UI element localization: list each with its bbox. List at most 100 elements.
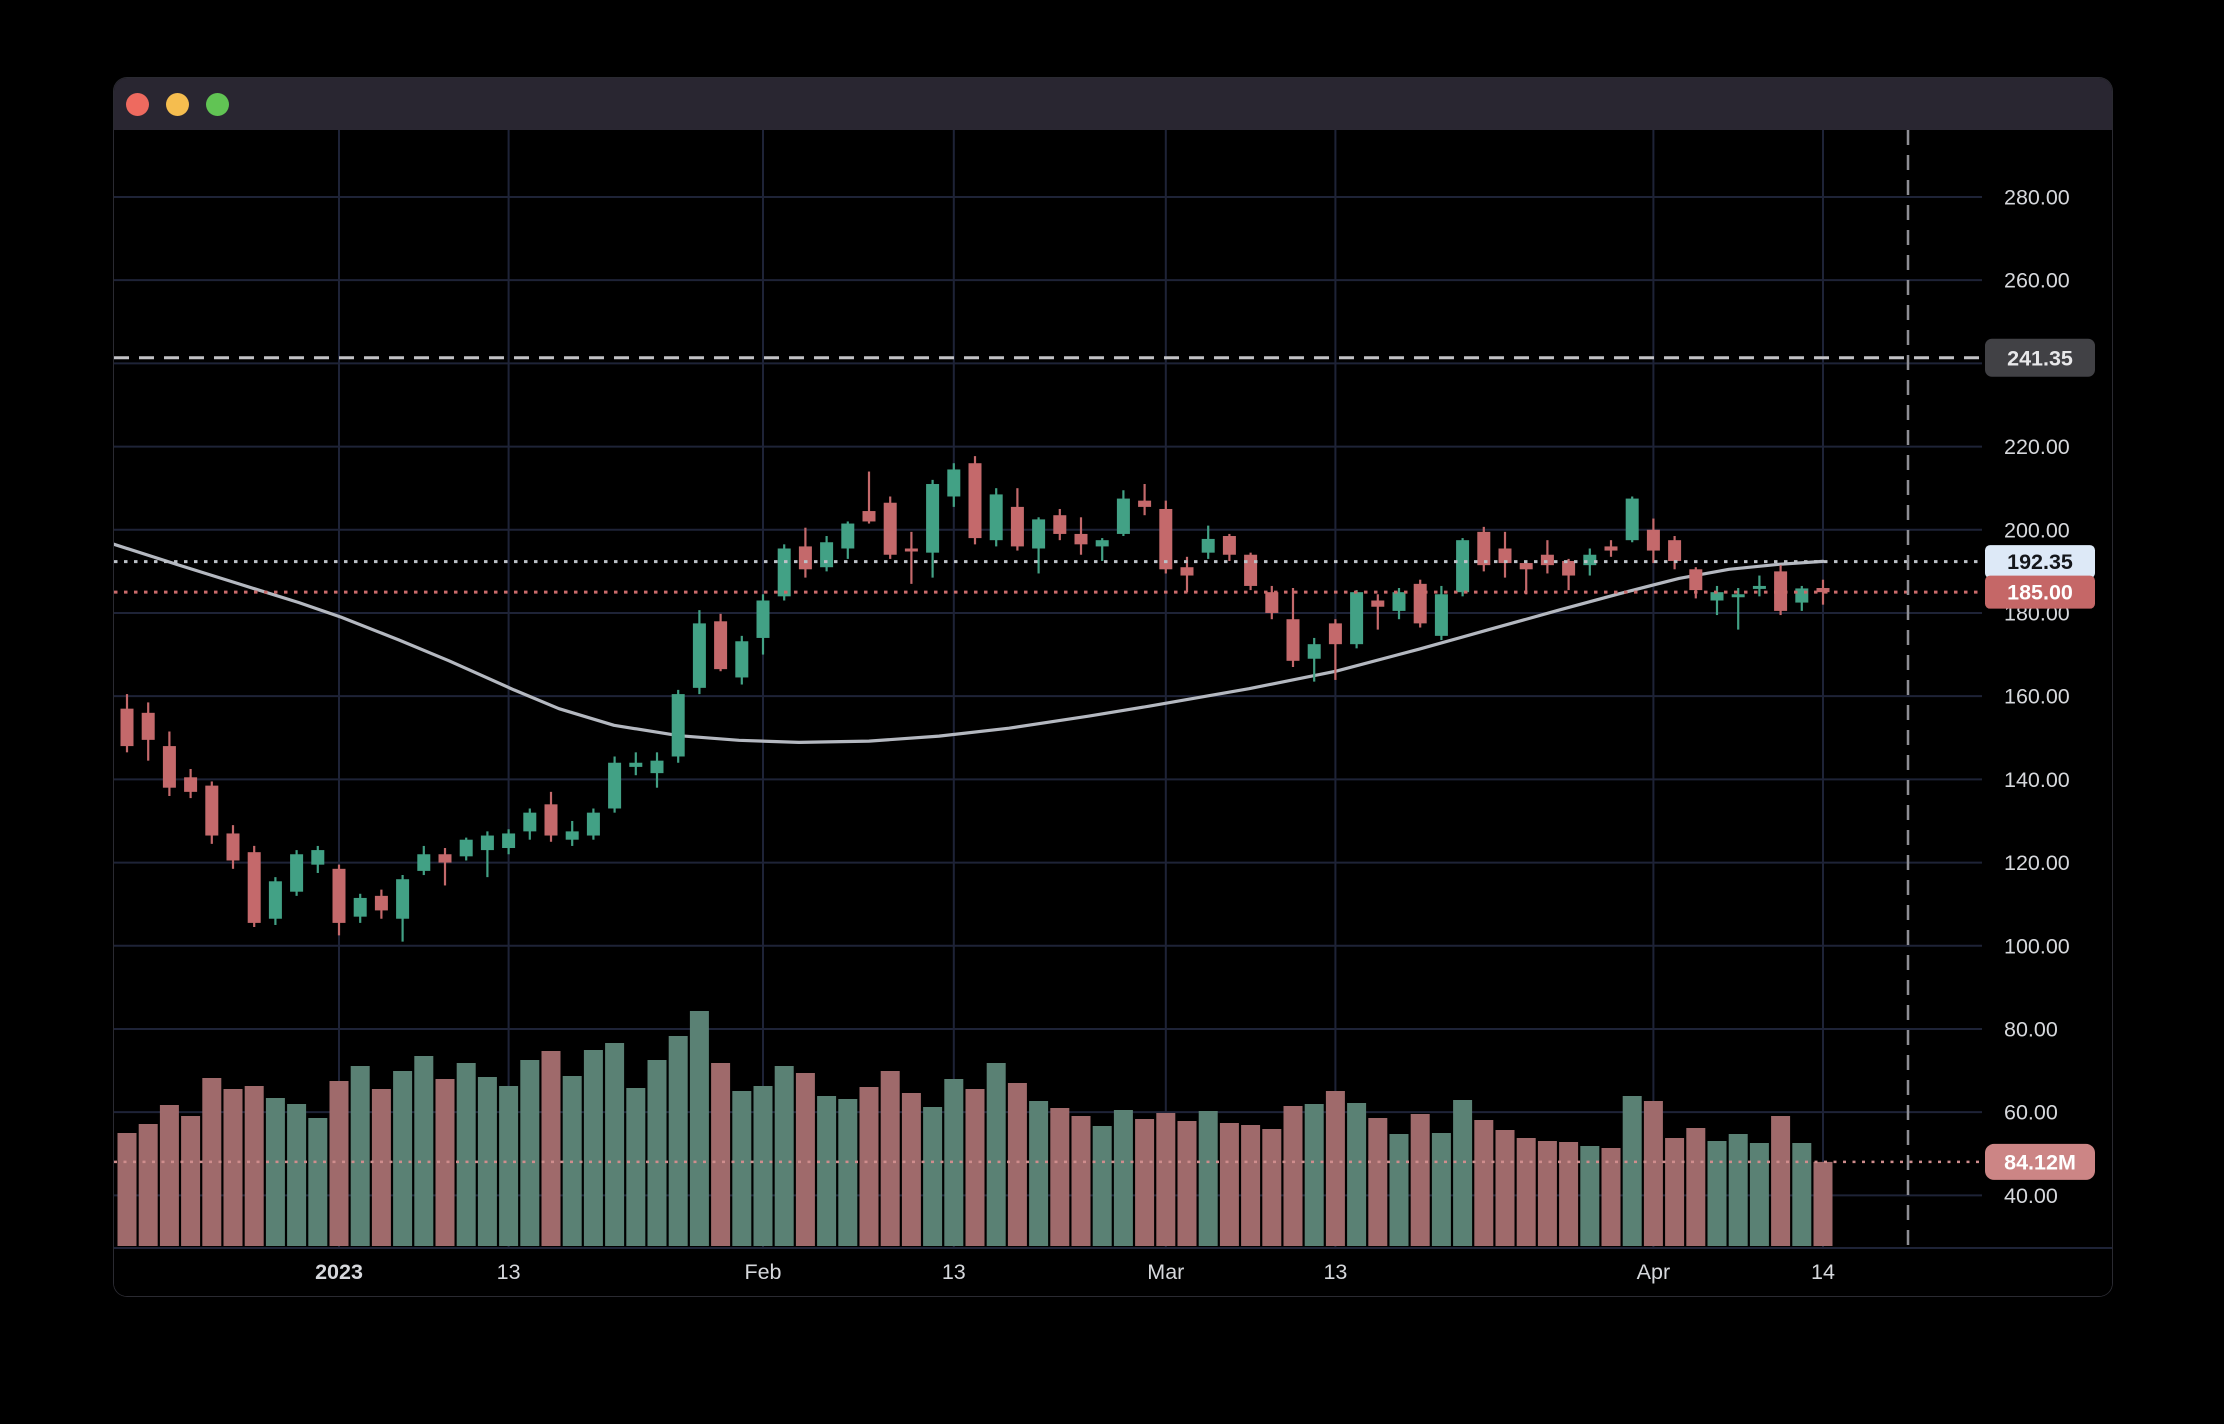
candle-body <box>1477 531 1491 566</box>
volume-bar <box>1474 1120 1494 1246</box>
volume-bar <box>965 1089 985 1246</box>
volume-bar <box>605 1043 625 1246</box>
volume-bar <box>223 1089 243 1246</box>
volume-bar <box>1050 1108 1070 1246</box>
candle-body <box>1307 644 1321 659</box>
candle-body <box>1434 594 1448 636</box>
candle-body <box>502 833 516 849</box>
volume-bar <box>880 1071 900 1246</box>
candle-body <box>1371 600 1385 607</box>
candle-body <box>374 895 388 911</box>
candle-body <box>883 502 897 555</box>
last-price-badge-text: 185.00 <box>2007 581 2073 605</box>
volume-bar <box>1135 1119 1155 1246</box>
traffic-lights <box>126 78 229 130</box>
candle-body <box>989 494 1003 541</box>
candle-body <box>544 804 558 836</box>
price-axis-label: 80.00 <box>2004 1017 2058 1041</box>
candle-body <box>141 712 155 740</box>
candle-body <box>1180 567 1194 576</box>
candle-body <box>1816 588 1830 593</box>
volume-bar <box>1643 1101 1663 1246</box>
candle-body <box>353 897 367 917</box>
volume-bar <box>287 1104 307 1246</box>
candlestick-chart[interactable]: 280.00260.00220.00200.00180.00160.00140.… <box>114 130 2112 1296</box>
volume-bar <box>1007 1083 1027 1246</box>
candle-body <box>1053 515 1067 534</box>
candle-body <box>1159 508 1173 570</box>
price-axis-label: 140.00 <box>2004 768 2070 792</box>
volume-bar <box>1389 1134 1409 1246</box>
volume-bar <box>1347 1103 1367 1246</box>
candle-body <box>1625 498 1639 541</box>
volume-bar <box>1283 1106 1303 1246</box>
volume-bar <box>1453 1100 1473 1246</box>
crosshair-badge <box>1985 545 2095 579</box>
volume-bar <box>1665 1138 1685 1246</box>
volume-bar <box>668 1036 688 1246</box>
candle-body <box>1774 571 1788 611</box>
candle-body <box>438 854 452 863</box>
candle-body <box>862 511 876 522</box>
candle-body <box>480 835 494 851</box>
price-axis-label: 160.00 <box>2004 685 2070 709</box>
candle-body <box>459 839 473 857</box>
price-axis-label: 200.00 <box>2004 518 2070 542</box>
volume-bar <box>986 1063 1006 1246</box>
candle-body <box>1095 540 1109 547</box>
candle-body <box>1286 619 1300 661</box>
candle-body <box>756 600 770 638</box>
volume-bar <box>1580 1146 1600 1246</box>
volume-bar <box>1601 1148 1621 1246</box>
volume-bar <box>838 1099 858 1246</box>
chart-window: 280.00 260.00 220.00 200.00 180.00 160.00 140.… <box>114 78 2112 1296</box>
candle-body <box>1328 623 1342 645</box>
price-axis-label: 40.00 <box>2004 1184 2058 1208</box>
volume-bar <box>944 1079 964 1246</box>
price-axis-label: 260.00 <box>2004 269 2070 293</box>
window-titlebar[interactable] <box>114 78 2112 130</box>
candle-body <box>1032 519 1046 549</box>
close-button[interactable] <box>126 92 149 116</box>
minimize-button[interactable] <box>166 92 189 116</box>
volume-bar <box>923 1107 943 1246</box>
volume-bar <box>541 1051 561 1246</box>
candle-body <box>841 523 855 549</box>
volume-bar <box>138 1124 158 1246</box>
candle-body <box>968 463 982 539</box>
candle-body <box>1795 588 1809 603</box>
level-badge <box>1985 338 2095 377</box>
candle-body <box>332 868 346 923</box>
candle-body <box>1010 506 1024 547</box>
volume-bar <box>1707 1141 1727 1246</box>
volume-bar <box>1262 1129 1282 1246</box>
volume-bar <box>181 1116 201 1246</box>
volume-bar <box>774 1066 794 1246</box>
candle-body <box>1752 585 1766 589</box>
candle-body <box>565 831 579 840</box>
candle-body <box>120 708 134 747</box>
volume-bar <box>1071 1116 1091 1246</box>
chart-surface[interactable]: 280.00 260.00 220.00 200.00 180.00 160.00 140.… <box>114 130 2112 1296</box>
candle-body <box>1646 529 1660 551</box>
volume-bar <box>393 1071 413 1246</box>
candle-body <box>1222 536 1236 555</box>
volume-bar <box>520 1060 540 1246</box>
volume-bar <box>1813 1161 1833 1246</box>
candle-body <box>947 469 961 497</box>
candle-body <box>1668 540 1682 561</box>
price-axis-label: 120.00 <box>2004 851 2070 875</box>
candle-body <box>1731 594 1745 598</box>
volume-bar <box>732 1091 752 1246</box>
zoom-button[interactable] <box>206 92 229 116</box>
volume-bar <box>583 1050 603 1246</box>
volume-bar <box>371 1089 391 1246</box>
volume-bar <box>1622 1096 1642 1246</box>
candle-body <box>1074 533 1088 545</box>
volume-bar <box>1537 1141 1557 1246</box>
candle-body <box>1116 498 1130 534</box>
time-axis-label: 2023 <box>315 1260 363 1284</box>
time-axis-label: Apr <box>1637 1260 1670 1284</box>
volume-bar <box>159 1105 179 1246</box>
candle-body <box>1689 569 1703 591</box>
